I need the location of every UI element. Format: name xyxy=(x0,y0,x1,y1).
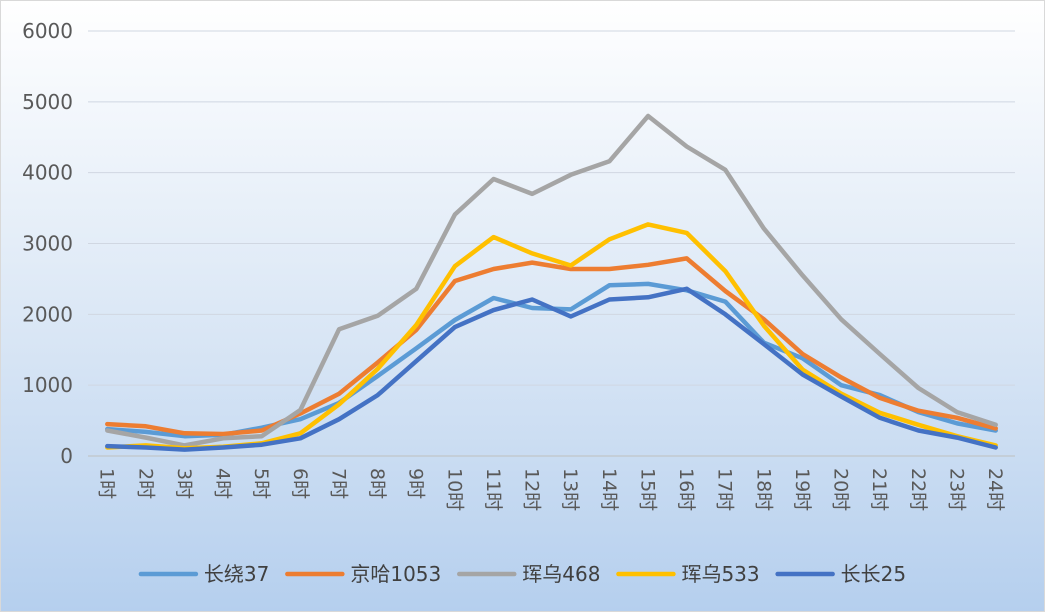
legend-label: 珲乌533 xyxy=(681,562,759,586)
legend-item: 长长25 xyxy=(775,562,906,586)
x-tick-label: 17时 xyxy=(714,468,736,511)
x-tick-label: 11时 xyxy=(482,468,504,511)
legend-label: 珲乌468 xyxy=(522,562,600,586)
x-tick-label: 20时 xyxy=(830,468,852,511)
legend-item: 珲乌468 xyxy=(457,562,600,586)
x-tick-label: 12时 xyxy=(521,468,543,511)
x-tick-label: 5时 xyxy=(250,468,272,499)
x-tick-label: 8时 xyxy=(366,468,388,499)
legend: 长绕37 京哈1053 珲乌468 珲乌533 长长25 xyxy=(138,562,906,586)
y-tick-label: 3000 xyxy=(22,232,73,256)
legend-label: 长绕37 xyxy=(204,562,269,586)
x-tick-label: 10时 xyxy=(443,468,465,511)
legend-item: 京哈1053 xyxy=(285,562,441,586)
x-tick-label: 19时 xyxy=(791,468,813,511)
x-tick-label: 4时 xyxy=(212,468,234,499)
series-line-2 xyxy=(105,113,998,448)
x-tick-label: 18时 xyxy=(752,468,774,511)
x-tick-label: 13时 xyxy=(559,468,581,511)
x-tick-label: 9时 xyxy=(405,468,427,499)
axes: 0 1000 2000 3000 4000 5000 6000 1时 2时 3时 4时 5时 6时 7时 8… xyxy=(22,19,1015,511)
x-tick-label: 15时 xyxy=(636,468,658,511)
series-line-1 xyxy=(105,256,998,437)
legend-item: 珲乌533 xyxy=(616,562,760,586)
x-tick-label: 22时 xyxy=(907,468,929,511)
x-tick-label: 7时 xyxy=(327,468,349,499)
legend-item: 长绕37 xyxy=(138,562,269,586)
x-tick-label: 2时 xyxy=(134,468,156,499)
x-tick-label: 1时 xyxy=(96,468,118,499)
y-tick-label: 2000 xyxy=(22,302,73,326)
legend-label: 京哈1053 xyxy=(350,562,441,586)
y-tick-label: 1000 xyxy=(22,373,73,397)
series-line-4 xyxy=(105,286,998,452)
y-tick-label: 6000 xyxy=(22,19,73,43)
legend-label: 长长25 xyxy=(841,562,906,586)
x-tick-label: 6时 xyxy=(289,468,311,499)
y-tick-label: 0 xyxy=(60,444,73,468)
y-tick-label: 4000 xyxy=(22,161,73,185)
x-tick-label: 21时 xyxy=(868,468,890,511)
x-tick-label: 14时 xyxy=(598,468,620,511)
x-tick-label: 16时 xyxy=(675,468,697,511)
x-tick-label: 3时 xyxy=(173,468,195,499)
gridlines xyxy=(88,30,1015,386)
series-lines xyxy=(105,113,998,452)
x-tick-label: 24时 xyxy=(984,468,1006,511)
y-tick-label: 5000 xyxy=(22,90,73,114)
x-tick-label: 23时 xyxy=(945,468,967,511)
